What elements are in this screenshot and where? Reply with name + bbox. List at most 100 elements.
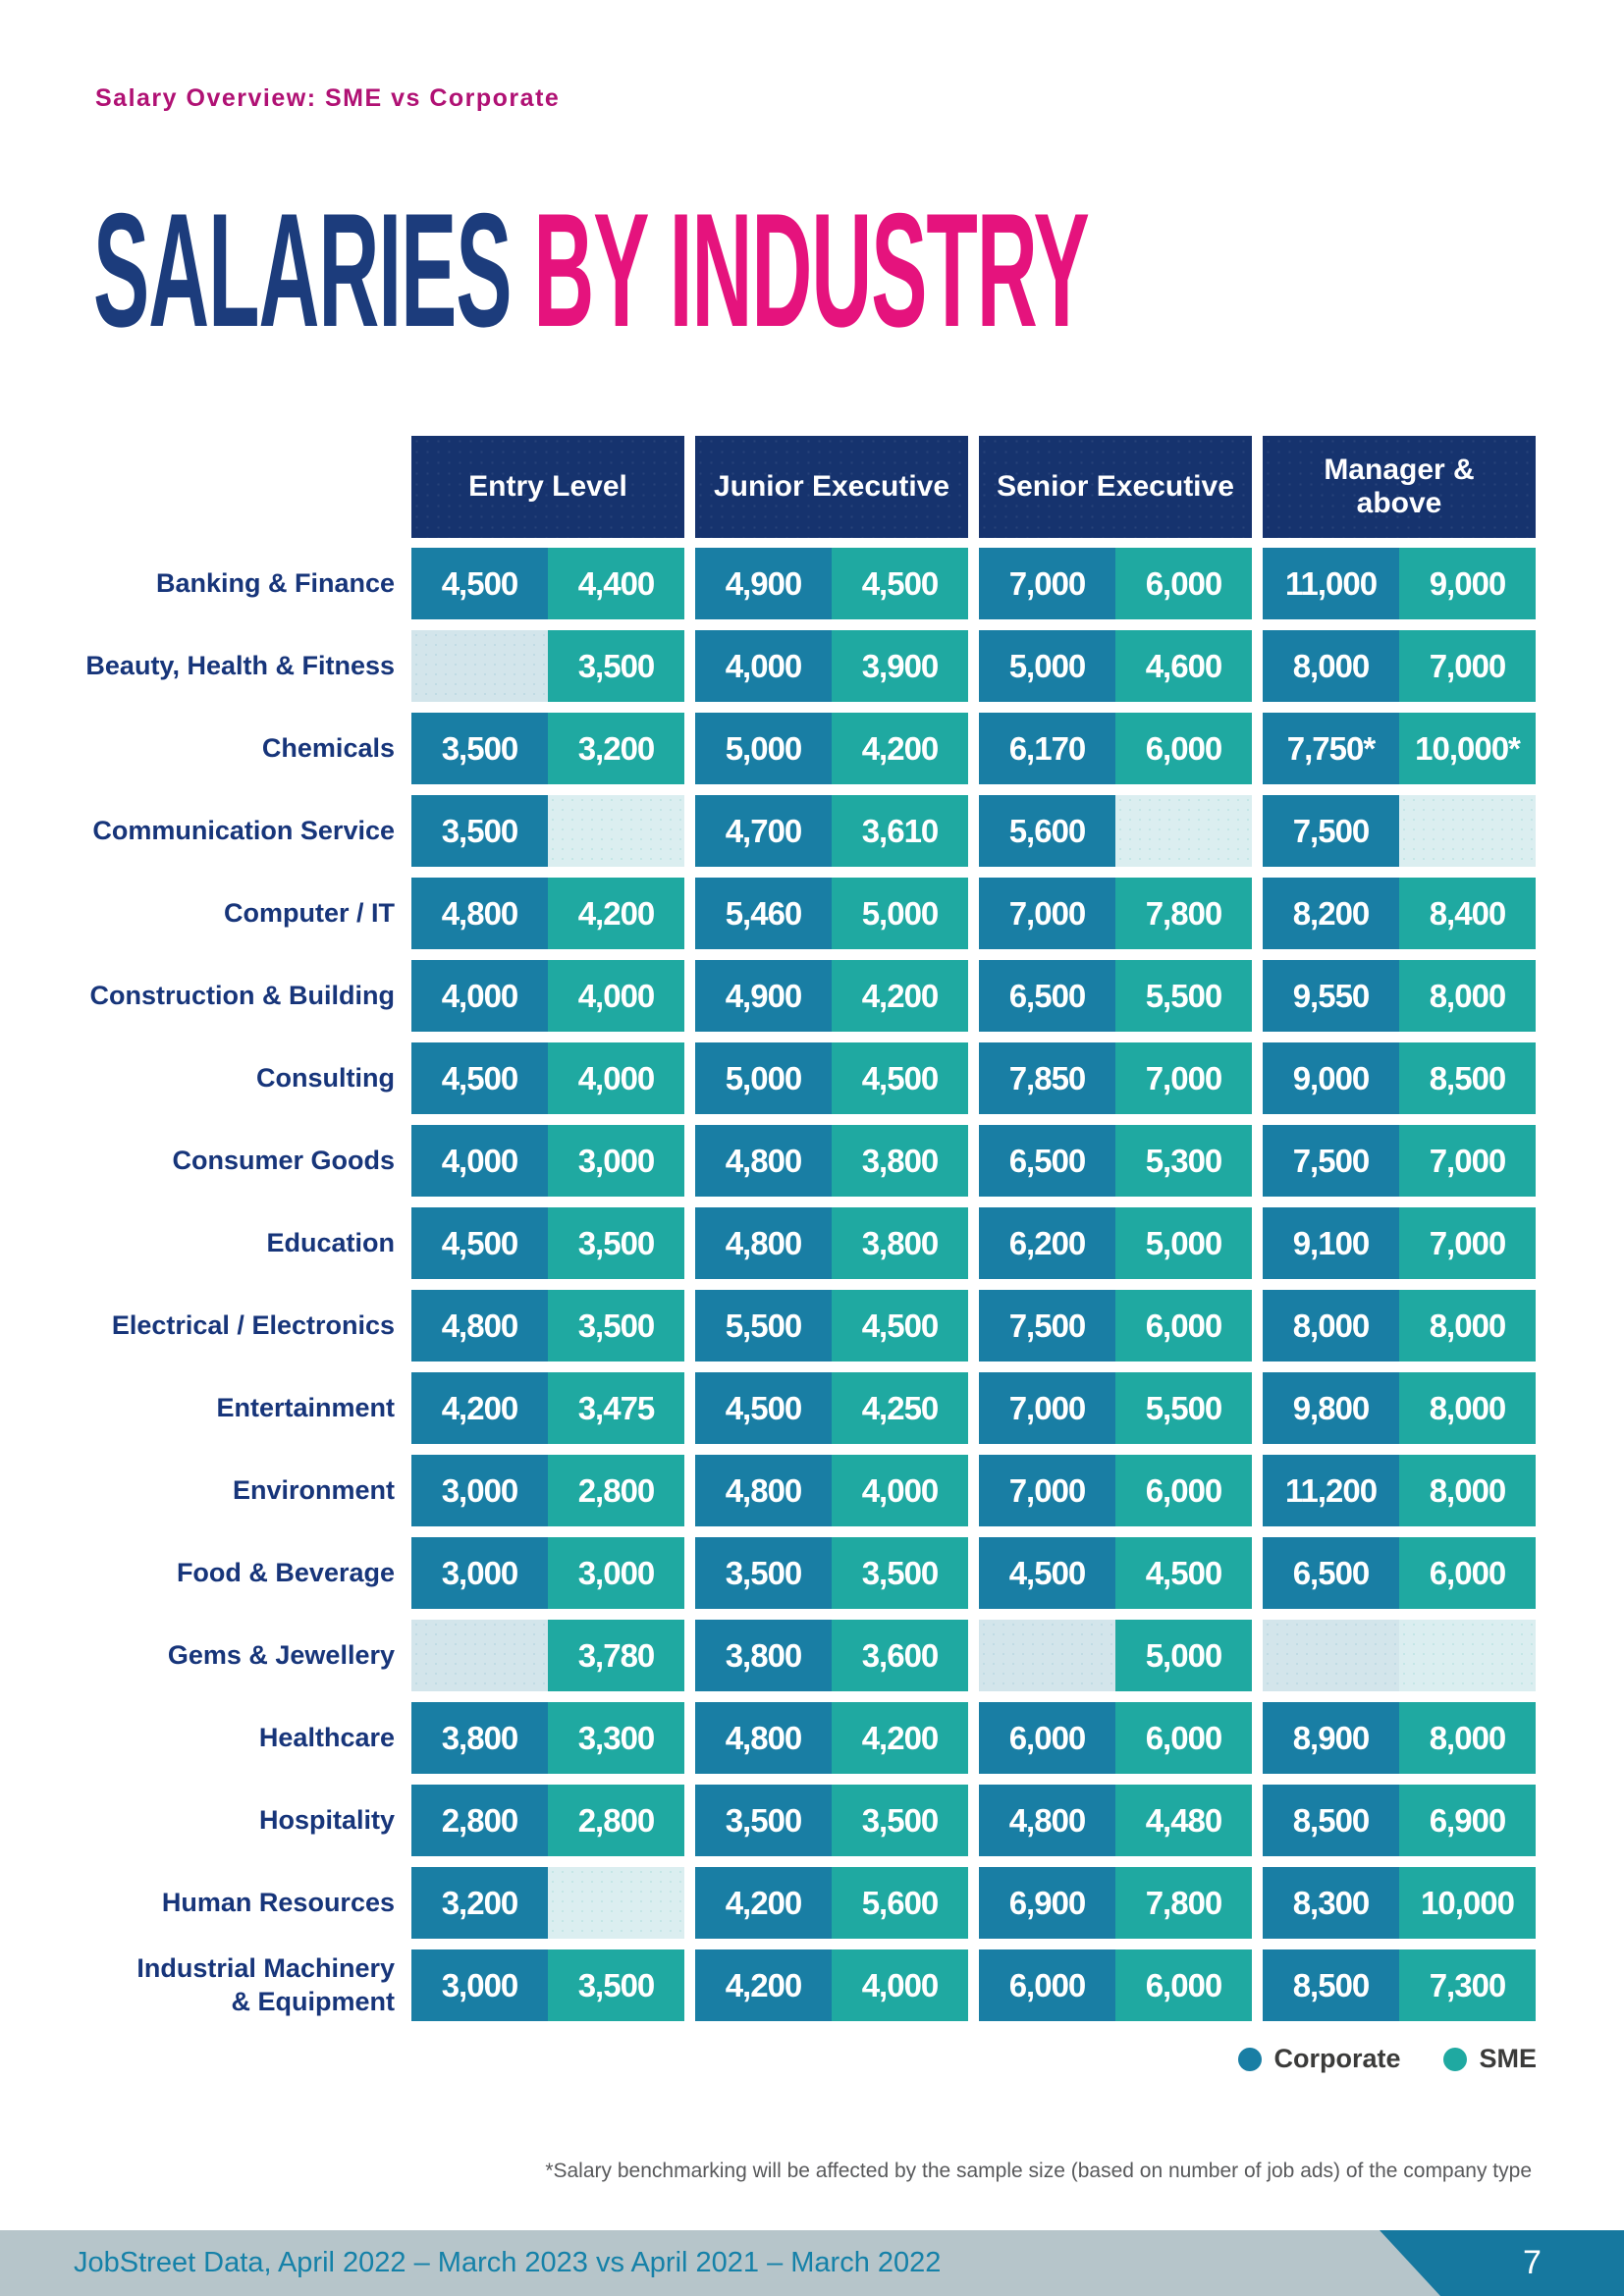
salary-cell-sme: 3,600 [832, 1620, 968, 1691]
junior-executive-group: 4,900 4,500 [695, 548, 968, 619]
manager-above-group: 9,000 8,500 [1263, 1042, 1536, 1114]
salary-cell-corporate: 8,300 [1263, 1867, 1399, 1939]
entry-level-group: 3,500 3,200 [411, 713, 684, 784]
salary-cell-corporate: 2,800 [411, 1785, 548, 1856]
senior-executive-group: 7,000 5,500 [979, 1372, 1252, 1444]
entry-level-group: 4,800 4,200 [411, 878, 684, 949]
salary-cell-corporate [411, 630, 548, 702]
salary-cell-sme: 4,500 [832, 548, 968, 619]
salary-cell-sme: 7,800 [1115, 878, 1252, 949]
salary-cell-corporate: 4,500 [411, 548, 548, 619]
salary-cell-corporate: 6,900 [979, 1867, 1115, 1939]
manager-above-group [1263, 1620, 1536, 1691]
salary-cell-corporate: 9,000 [1263, 1042, 1399, 1114]
junior-executive-group: 4,800 4,200 [695, 1702, 968, 1774]
manager-above-group: 7,500 [1263, 795, 1536, 867]
salary-cell-corporate: 4,900 [695, 548, 832, 619]
salary-cell-sme: 4,200 [548, 878, 684, 949]
salary-cell-sme: 9,000 [1399, 548, 1536, 619]
salary-cell-sme: 3,800 [832, 1125, 968, 1197]
salary-cell-corporate: 4,800 [695, 1702, 832, 1774]
salary-cell-corporate [979, 1620, 1115, 1691]
table-row: Construction & Building 4,000 4,000 4,90… [0, 960, 1624, 1032]
industry-label: Entertainment [216, 1392, 395, 1422]
industry-label: Communication Service [92, 815, 395, 845]
industry-label: Environment [232, 1474, 395, 1505]
salary-cell-corporate: 4,800 [695, 1207, 832, 1279]
column-header-junior-executive: Junior Executive [695, 436, 968, 538]
industry-label: Computer / IT [224, 897, 395, 928]
table-row: Environment 3,000 2,800 4,800 4,000 7,00… [0, 1455, 1624, 1526]
table-row: Education 4,500 3,500 4,800 3,800 6,200 … [0, 1207, 1624, 1279]
salary-cell-corporate: 3,800 [695, 1620, 832, 1691]
salary-cell-sme: 5,300 [1115, 1125, 1252, 1197]
salary-cell-corporate: 5,000 [695, 713, 832, 784]
entry-level-group: 4,500 4,400 [411, 548, 684, 619]
salary-cell-sme: 6,000 [1115, 1702, 1252, 1774]
manager-above-group: 8,900 8,000 [1263, 1702, 1536, 1774]
salary-cell-corporate: 4,900 [695, 960, 832, 1032]
junior-executive-group: 3,500 3,500 [695, 1537, 968, 1609]
entry-level-group: 3,500 [411, 795, 684, 867]
table-header-row: Entry Level Junior Executive Senior Exec… [0, 436, 1624, 538]
salary-cell-sme: 7,000 [1399, 630, 1536, 702]
salary-cell-sme: 4,000 [832, 1949, 968, 2021]
senior-executive-group: 6,500 5,300 [979, 1125, 1252, 1197]
entry-level-group: 3,500 [411, 630, 684, 702]
salary-cell-corporate: 6,200 [979, 1207, 1115, 1279]
column-header-entry-level: Entry Level [411, 436, 684, 538]
junior-executive-group: 3,500 3,500 [695, 1785, 968, 1856]
salary-cell-sme: 4,000 [832, 1455, 968, 1526]
salary-cell-sme: 8,400 [1399, 878, 1536, 949]
salary-cell-corporate: 6,500 [979, 1125, 1115, 1197]
salary-cell-sme: 4,500 [832, 1042, 968, 1114]
salary-cell-corporate [1263, 1620, 1399, 1691]
footer-source-text: JobStreet Data, April 2022 – March 2023 … [74, 2247, 942, 2278]
table-body: Banking & Finance 4,500 4,400 4,900 4,50… [0, 548, 1624, 2021]
salary-cell-corporate: 11,000 [1263, 548, 1399, 619]
salary-cell-corporate: 8,500 [1263, 1785, 1399, 1856]
salary-cell-sme: 3,500 [548, 630, 684, 702]
salary-cell-sme: 10,000 [1399, 1867, 1536, 1939]
junior-executive-group: 3,800 3,600 [695, 1620, 968, 1691]
table-row: Food & Beverage 3,000 3,000 3,500 3,500 … [0, 1537, 1624, 1609]
page-title: SALARIES BY INDUSTRY [93, 189, 1624, 351]
salary-cell-corporate: 6,170 [979, 713, 1115, 784]
page-subtitle: Salary Overview: SME vs Corporate [95, 84, 561, 112]
salary-cell-sme: 7,300 [1399, 1949, 1536, 2021]
salary-cell-corporate: 5,460 [695, 878, 832, 949]
salary-cell-corporate: 4,500 [411, 1042, 548, 1114]
entry-level-group: 4,500 3,500 [411, 1207, 684, 1279]
salary-cell-corporate: 3,500 [695, 1785, 832, 1856]
entry-level-group: 4,000 3,000 [411, 1125, 684, 1197]
salary-cell-corporate: 4,700 [695, 795, 832, 867]
table-row: Banking & Finance 4,500 4,400 4,900 4,50… [0, 548, 1624, 619]
page-number-tab: 7 [1380, 2230, 1624, 2296]
legend-label-corporate: Corporate [1273, 2044, 1401, 2073]
salary-cell-sme: 8,000 [1399, 960, 1536, 1032]
junior-executive-group: 5,000 4,200 [695, 713, 968, 784]
entry-level-group: 3,000 3,000 [411, 1537, 684, 1609]
title-accent: BY INDUSTRY [533, 180, 1089, 361]
salary-table: Entry Level Junior Executive Senior Exec… [0, 436, 1624, 2032]
salary-cell-corporate: 7,000 [979, 1372, 1115, 1444]
salary-cell-corporate: 6,500 [1263, 1537, 1399, 1609]
salary-cell-sme: 6,900 [1399, 1785, 1536, 1856]
junior-executive-group: 4,900 4,200 [695, 960, 968, 1032]
junior-executive-group: 4,700 3,610 [695, 795, 968, 867]
manager-above-group: 6,500 6,000 [1263, 1537, 1536, 1609]
salary-cell-sme: 5,600 [832, 1867, 968, 1939]
salary-cell-corporate: 4,500 [979, 1537, 1115, 1609]
entry-level-group: 3,800 3,300 [411, 1702, 684, 1774]
manager-above-group: 8,200 8,400 [1263, 878, 1536, 949]
salary-cell-corporate: 5,600 [979, 795, 1115, 867]
table-row: Computer / IT 4,800 4,200 5,460 5,000 7,… [0, 878, 1624, 949]
salary-cell-sme: 6,000 [1115, 1949, 1252, 2021]
table-row: Hospitality 2,800 2,800 3,500 3,500 4,80… [0, 1785, 1624, 1856]
salary-cell-corporate: 7,000 [979, 878, 1115, 949]
salary-cell-corporate: 11,200 [1263, 1455, 1399, 1526]
junior-executive-group: 5,000 4,500 [695, 1042, 968, 1114]
salary-cell-sme: 8,000 [1399, 1702, 1536, 1774]
salary-cell-corporate: 4,800 [411, 1290, 548, 1362]
salary-cell-sme: 6,000 [1115, 713, 1252, 784]
